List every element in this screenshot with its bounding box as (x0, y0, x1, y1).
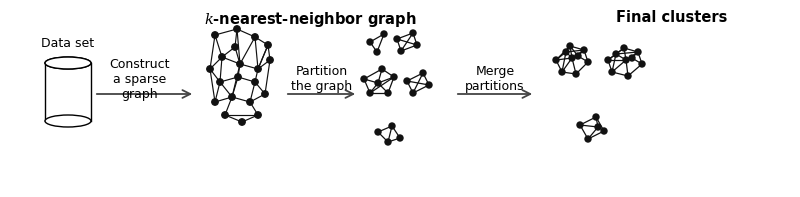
Circle shape (621, 45, 627, 51)
Circle shape (267, 57, 273, 63)
Circle shape (563, 49, 569, 55)
Circle shape (623, 57, 629, 63)
Circle shape (367, 90, 373, 96)
Circle shape (581, 47, 587, 53)
Circle shape (234, 26, 240, 32)
Circle shape (426, 82, 432, 88)
Circle shape (385, 90, 391, 96)
Circle shape (625, 73, 631, 79)
Circle shape (229, 94, 235, 100)
Circle shape (593, 114, 599, 120)
Circle shape (254, 112, 261, 118)
Circle shape (398, 48, 404, 54)
Circle shape (420, 70, 426, 76)
Circle shape (222, 112, 228, 118)
Circle shape (219, 54, 226, 60)
Circle shape (379, 66, 385, 72)
Circle shape (613, 51, 619, 57)
Text: Merge
partitions: Merge partitions (466, 65, 525, 93)
Ellipse shape (45, 57, 91, 69)
Circle shape (553, 57, 559, 63)
Circle shape (374, 49, 380, 55)
Circle shape (585, 59, 591, 65)
Circle shape (559, 69, 565, 75)
Circle shape (246, 99, 253, 105)
Circle shape (605, 57, 611, 63)
Text: Data set: Data set (42, 37, 94, 50)
Circle shape (595, 124, 601, 130)
Text: Final clusters: Final clusters (616, 10, 728, 25)
Circle shape (639, 61, 645, 67)
Text: $k$-nearest-neighbor graph: $k$-nearest-neighbor graph (204, 10, 416, 29)
Bar (45, 63, 91, 121)
Circle shape (217, 79, 223, 85)
Circle shape (361, 76, 367, 82)
Circle shape (212, 32, 218, 38)
Text: Construct
a sparse
graph: Construct a sparse graph (110, 58, 170, 100)
Circle shape (237, 61, 243, 67)
Circle shape (577, 122, 583, 128)
Circle shape (575, 53, 581, 59)
Circle shape (235, 74, 242, 80)
Circle shape (385, 139, 391, 145)
Circle shape (239, 119, 245, 125)
Circle shape (567, 43, 573, 49)
Circle shape (232, 44, 238, 50)
Circle shape (389, 123, 395, 129)
Text: Partition
the graph: Partition the graph (291, 65, 353, 93)
Circle shape (265, 42, 271, 48)
Circle shape (254, 66, 261, 72)
Circle shape (414, 42, 420, 48)
Circle shape (262, 91, 268, 97)
Circle shape (212, 99, 218, 105)
Circle shape (394, 36, 400, 42)
Circle shape (375, 129, 381, 135)
Ellipse shape (46, 57, 90, 69)
Circle shape (573, 71, 579, 77)
Ellipse shape (45, 115, 91, 127)
Circle shape (397, 135, 403, 141)
Circle shape (585, 136, 591, 142)
Circle shape (367, 39, 373, 45)
Circle shape (252, 34, 258, 40)
Circle shape (381, 31, 387, 37)
Circle shape (206, 66, 213, 72)
Circle shape (629, 55, 635, 61)
Circle shape (391, 74, 397, 80)
Circle shape (601, 128, 607, 134)
Circle shape (569, 55, 575, 61)
Circle shape (635, 49, 641, 55)
Circle shape (375, 80, 381, 86)
Circle shape (252, 79, 258, 85)
Circle shape (609, 69, 615, 75)
Circle shape (410, 90, 416, 96)
Circle shape (404, 78, 410, 84)
Circle shape (410, 30, 416, 36)
